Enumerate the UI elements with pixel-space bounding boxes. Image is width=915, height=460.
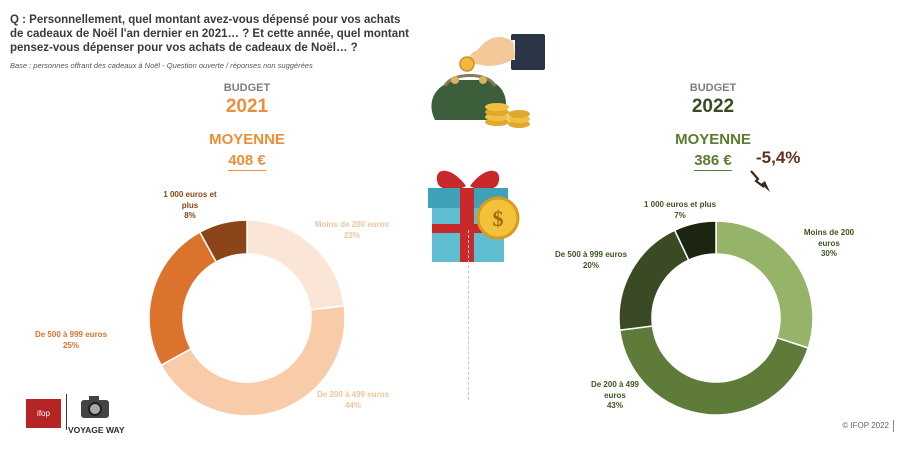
- question-text: Q : Personnellement, quel montant avez-v…: [10, 14, 409, 54]
- donut-slice-2022-2: [618, 229, 690, 331]
- data-label-text: 1 000 euros et plus 8%: [163, 190, 217, 220]
- camera-icon: [81, 396, 109, 418]
- budget-label-2022: BUDGET: [689, 82, 737, 94]
- copyright: © IFOP 2022: [842, 421, 889, 430]
- data-label-2022-1000-plus: 1 000 euros et plus 7%: [630, 200, 730, 221]
- voyage-way-text: VOYAGE WAY: [68, 425, 125, 435]
- donut-slice-2022-3: [673, 220, 717, 262]
- donut-slice-2022-1: [618, 325, 810, 416]
- data-label-2022-500-999: De 500 à 999 euros 20%: [546, 250, 636, 271]
- data-label-text: 1 000 euros et plus 7%: [643, 200, 717, 220]
- decrease-arrow-icon: [750, 170, 770, 192]
- data-label-2022-200-499: De 200 à 499 euros 43%: [580, 380, 650, 412]
- donut-slice-2021-2: [148, 231, 218, 367]
- donut-chart-2022: [618, 220, 814, 416]
- average-2022: 386 €: [694, 152, 732, 171]
- budget-2021-header: BUDGET 2021 MOYENNE 408 €: [177, 82, 317, 171]
- data-label-2021-moins-200: Moins de 200 euros 23%: [307, 220, 397, 241]
- data-label-text: Moins de 200 euros 30%: [803, 228, 855, 258]
- budget-2022-header: BUDGET 2022 MOYENNE 386 €: [643, 82, 783, 171]
- svg-text:$: $: [493, 206, 504, 231]
- vertical-divider: [468, 230, 469, 400]
- donut-chart-2021: [148, 219, 346, 417]
- voyage-way-logo: [66, 394, 121, 430]
- moyenne-label-2021: MOYENNE: [209, 131, 285, 148]
- data-label-2022-moins-200: Moins de 200 euros 30%: [794, 228, 864, 260]
- year-2022: 2022: [691, 96, 735, 117]
- ifop-logo: ifop: [26, 399, 61, 428]
- change-percent: -5,4%: [756, 148, 801, 167]
- data-label-text: Moins de 200 euros 23%: [314, 220, 390, 240]
- year-2021: 2021: [225, 96, 269, 117]
- donut-slice-2021-1: [160, 304, 346, 417]
- average-2021: 408 €: [228, 152, 266, 171]
- data-label-text: De 200 à 499 euros 43%: [590, 380, 640, 410]
- data-label-text: De 200 à 499 euros 44%: [316, 390, 390, 410]
- data-label-2021-1000-plus: 1 000 euros et plus 8%: [145, 190, 235, 222]
- donut-slice-2021-3: [198, 219, 248, 263]
- data-label-text: De 500 à 999 euros 25%: [34, 330, 108, 350]
- purse-coins-illustration: [431, 34, 545, 128]
- copyright-divider: [893, 420, 894, 432]
- data-label-2021-200-499: De 200 à 499 euros 44%: [308, 390, 398, 411]
- data-label-2021-500-999: De 500 à 999 euros 25%: [26, 330, 116, 351]
- gift-box-icon: $: [428, 170, 520, 262]
- moyenne-label-2022: MOYENNE: [675, 131, 751, 148]
- base-note: Base : personnes offrant des cadeaux à N…: [10, 61, 313, 70]
- budget-label-2021: BUDGET: [223, 82, 271, 94]
- data-label-text: De 500 à 999 euros 20%: [554, 250, 628, 270]
